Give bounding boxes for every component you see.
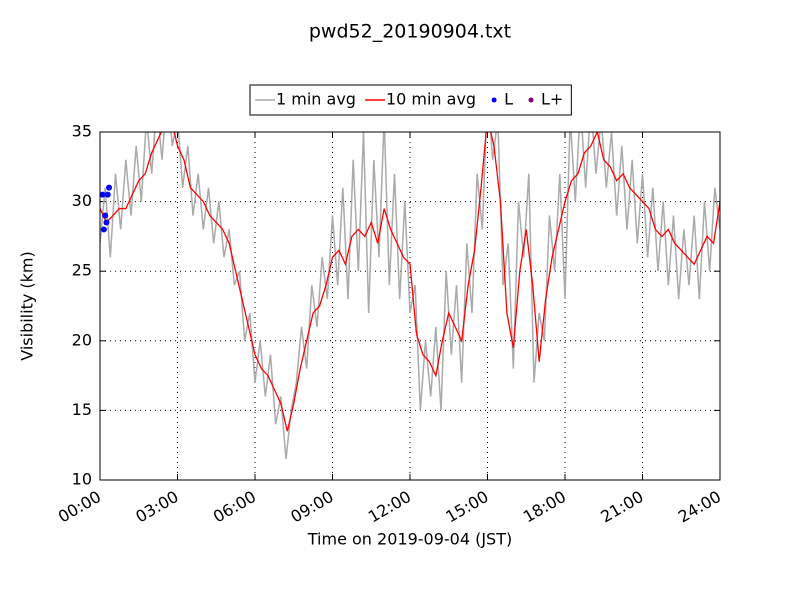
y-axis-label: Visibility (km) xyxy=(18,251,37,360)
legend-box xyxy=(249,84,572,116)
y-tick-label: 20 xyxy=(72,330,92,349)
point xyxy=(102,212,109,219)
legend-label: L+ xyxy=(541,90,563,109)
series-line xyxy=(100,132,720,432)
legend-marker xyxy=(491,97,497,103)
x-axis-label: Time on 2019-09-04 (JST) xyxy=(307,530,512,549)
y-tick-label: 25 xyxy=(72,261,92,280)
chart-title: pwd52_20190904.txt xyxy=(309,21,511,43)
legend-label: 1 min avg xyxy=(276,90,356,109)
legend-label: L xyxy=(504,90,513,109)
series-line xyxy=(100,132,720,460)
y-tick-label: 35 xyxy=(72,122,92,141)
plot-area xyxy=(100,132,720,460)
plot-frame xyxy=(99,131,721,481)
y-tick-label: 30 xyxy=(72,191,92,210)
point xyxy=(100,191,106,198)
legend-marker xyxy=(528,97,534,103)
legend-label: 10 min avg xyxy=(386,90,476,109)
legend: 1 min avg 10 min avg L L+ xyxy=(249,84,572,116)
point xyxy=(103,219,110,226)
y-tick-label: 10 xyxy=(72,470,92,489)
point xyxy=(100,226,107,233)
point xyxy=(104,191,111,198)
y-tick-label: 15 xyxy=(72,400,92,419)
point xyxy=(106,184,113,191)
